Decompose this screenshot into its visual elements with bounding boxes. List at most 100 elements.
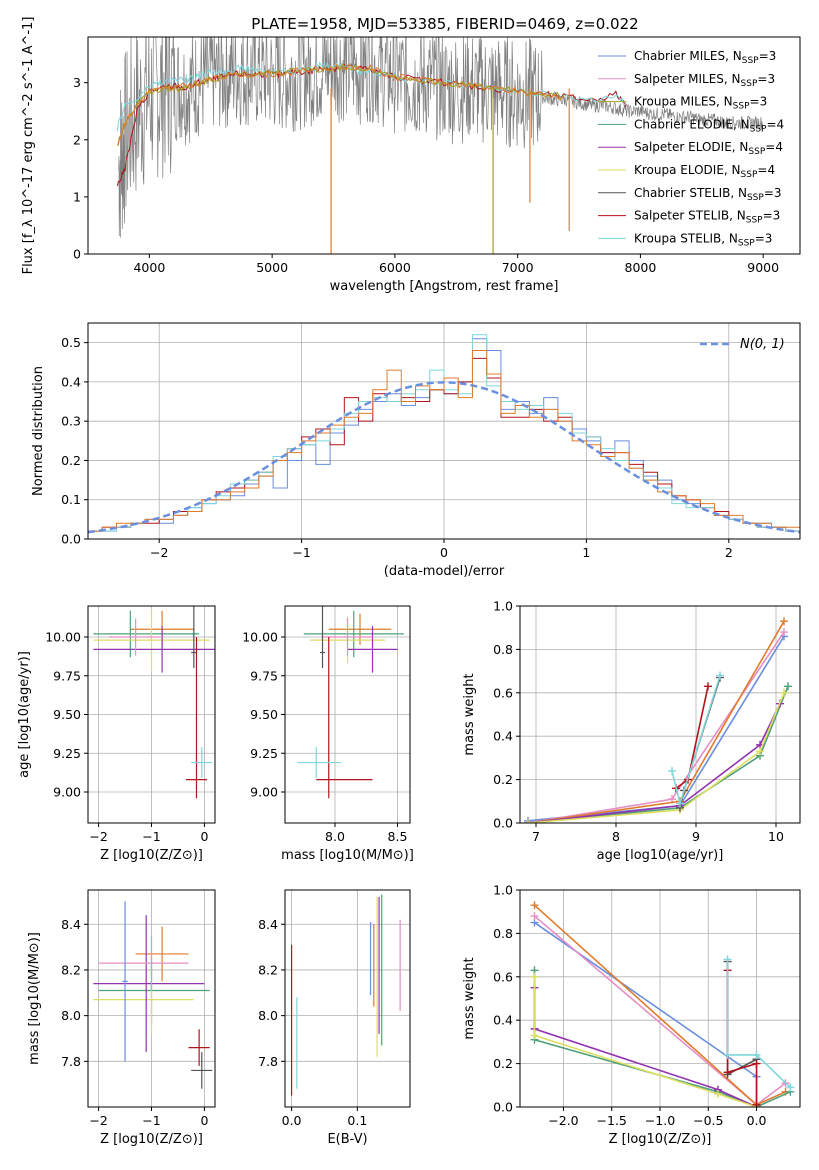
- series-chabrier-elodie: [524, 682, 792, 823]
- series-salpeter-elodie: [530, 983, 761, 1107]
- series-chabrier-miles: [530, 918, 761, 1107]
- plot-area: [116, 37, 763, 254]
- y-axis-label: age [log10(age/yr)]: [17, 651, 32, 778]
- data-point: [188, 1029, 210, 1066]
- data-point: [303, 610, 404, 658]
- data-point: [109, 618, 163, 656]
- series-line: [726, 959, 791, 1089]
- y-tick-label: 0.2: [493, 1056, 513, 1071]
- plot-area: [88, 334, 800, 534]
- x-axis-label: Z [log10(Z/Z⊙)]: [100, 848, 203, 863]
- plus-marker: [780, 617, 788, 626]
- y-tick-label: 9.75: [250, 668, 278, 683]
- series-line: [527, 685, 789, 823]
- series-kroupa-elodie: [530, 972, 761, 1107]
- y-tick-label: 1.0: [493, 883, 513, 898]
- y-tick-label: 8.2: [258, 962, 278, 977]
- plus-marker: [530, 972, 539, 981]
- x-tick-label: −2.0: [548, 1113, 578, 1128]
- x-tick-label: −1.0: [645, 1113, 675, 1128]
- x-tick-label: −2: [89, 829, 107, 844]
- series-chabrier-elodie: [530, 966, 795, 1107]
- plus-marker: [786, 1083, 795, 1092]
- series-line: [533, 970, 791, 1107]
- series-chabrier-stelib: [723, 957, 761, 1079]
- plus-marker: [780, 688, 788, 697]
- data-point: [347, 626, 398, 673]
- data-point: [135, 926, 189, 982]
- figure-title: PLATE=1958, MJD=53385, FIBERID=0469, z=0…: [251, 15, 638, 33]
- x-tick-label: 7000: [502, 260, 534, 275]
- x-axis-label: (data-model)/error: [384, 564, 505, 579]
- series-line: [527, 692, 785, 823]
- x-tick-label: 0: [440, 545, 448, 560]
- data-point: [93, 626, 215, 673]
- x-tick-label: 9: [692, 829, 700, 844]
- y-tick-label: 1: [73, 189, 81, 204]
- plus-marker: [756, 747, 764, 756]
- data-point: [191, 606, 197, 668]
- y-tick-label: 0.8: [493, 926, 513, 941]
- plus-marker: [530, 901, 539, 910]
- x-tick-label: 0.1: [347, 1113, 367, 1128]
- axes-frame: [87, 36, 801, 255]
- series-line: [527, 703, 781, 823]
- legend-entry: Chabrier MILES, NSSP=3: [634, 49, 776, 66]
- y-tick-label: 8.4: [61, 917, 81, 932]
- legend-entry: Salpeter MILES, NSSP=3: [634, 72, 775, 89]
- y-tick-label: 8.2: [61, 962, 81, 977]
- x-tick-label: 8.5: [388, 829, 408, 844]
- plus-marker: [723, 1068, 732, 1077]
- panel-residuals: N(0, 1) −2 −1 0 1 2 0.0 0.1 0.2 0.3 0.4 0.5 (data-mo…: [31, 322, 801, 579]
- series-kroupa-elodie: [524, 688, 788, 823]
- series-line-data: [118, 37, 763, 238]
- y-tick-label: 7.8: [61, 1054, 81, 1069]
- y-tick-label: 0: [73, 247, 81, 262]
- plus-marker: [676, 799, 684, 808]
- x-axis-label: Z [log10(Z/Z⊙)]: [100, 1132, 203, 1147]
- legend-entry: Kroupa ELODIE, NSSP=4: [634, 163, 775, 180]
- y-tick-label: 0.4: [493, 1013, 513, 1028]
- plus-marker: [780, 628, 788, 637]
- x-axis-label: age [log10(age/yr)]: [597, 848, 724, 863]
- data-point: [98, 935, 189, 991]
- spectrum-legend: Chabrier MILES, NSSP=3 Salpeter MILES, NS…: [598, 49, 784, 248]
- plus-marker: [524, 819, 532, 823]
- x-tick-label: 8: [612, 829, 620, 844]
- plus-marker: [723, 955, 732, 964]
- data-point: [93, 965, 194, 1034]
- y-axis-label: Flux [f_λ 10^-17 erg cm^-2 s^-1 A^-1]: [21, 17, 36, 275]
- legend-entry: Chabrier ELODIE, NSSP=4: [634, 117, 784, 134]
- plus-marker: [752, 1059, 761, 1068]
- x-tick-label: 5000: [256, 260, 288, 275]
- y-tick-label: 9.00: [53, 785, 81, 800]
- y-tick-label: 8.4: [258, 917, 278, 932]
- x-axis-label: wavelength [Angstrom, rest frame]: [330, 279, 559, 294]
- x-tick-label: 0.0: [747, 1113, 767, 1128]
- data-point: [191, 1052, 213, 1089]
- data-point: [122, 901, 128, 1062]
- series-line-chabrier-miles: [116, 63, 565, 147]
- data-point: [93, 915, 205, 1053]
- x-axis-label: E(B-V): [327, 1132, 367, 1147]
- axes-frame: [284, 889, 411, 1108]
- y-tick-label: 9.25: [250, 746, 278, 761]
- panel-age-vs-mass: 8.0 8.5 9.00 9.25 9.50 9.75 10.00 mass [log10(M…: [242, 605, 414, 863]
- plot-area: [93, 901, 213, 1089]
- series-line: [675, 686, 709, 789]
- x-tick-label: −0.5: [693, 1113, 723, 1128]
- series-kroupa-stelib: [668, 671, 724, 808]
- legend-entry: Kroupa STELIB, NSSP=3: [634, 231, 772, 248]
- y-axis-label: mass weight: [462, 673, 477, 755]
- data-point: [322, 618, 373, 656]
- data-point: [93, 610, 200, 658]
- y-tick-label: 0.3: [61, 414, 81, 429]
- panel-spectrum: 4000 5000 6000 7000 8000 9000 0 1 2 3 wavelength […: [21, 17, 801, 294]
- plus-marker: [530, 912, 539, 921]
- x-tick-label: 7: [532, 829, 540, 844]
- series-chabrier-miles: [524, 632, 788, 823]
- plus-marker: [713, 1089, 722, 1098]
- y-tick-label: 7.8: [258, 1054, 278, 1069]
